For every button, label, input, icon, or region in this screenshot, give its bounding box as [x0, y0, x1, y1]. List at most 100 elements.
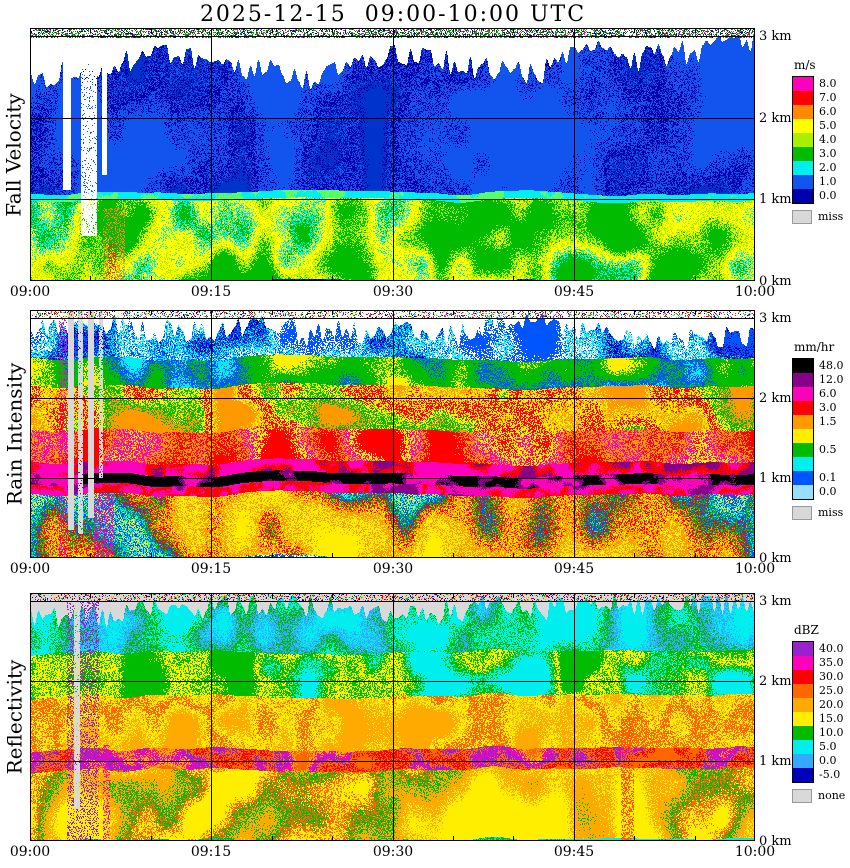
legend-swatch: [793, 684, 813, 698]
legend-label: 6.0: [819, 387, 837, 400]
fall-velocity-axis-label: Fall Velocity: [0, 28, 28, 281]
colorbar-scale: 8.0 7.0 6.0 5.0 4.0 3.0 2.0 1.0 0.0: [792, 76, 837, 204]
time-tick-label: 09:00: [9, 844, 51, 860]
legend-label: 5.0: [819, 740, 837, 753]
fall-velocity-axis-label-text: Fall Velocity: [2, 92, 27, 217]
legend-missing-swatch: [792, 506, 812, 520]
legend-cell: 5.0: [793, 119, 837, 133]
legend-swatch: [793, 387, 813, 401]
legend-label: -5.0: [819, 768, 841, 781]
colorbar-unit-label: dBZ: [794, 623, 819, 637]
legend-label: 0.0: [819, 189, 837, 202]
reflectivity-time-axis: 09:00 09:15 09:30 09:45 10:00: [0, 844, 850, 860]
legend-label: 0.1: [819, 471, 837, 484]
legend-cell: 0.0: [793, 189, 837, 203]
legend-cell: 48.0: [793, 359, 844, 373]
reflectivity-heatmap: [30, 593, 755, 841]
time-tick-label: 09:30: [372, 561, 414, 577]
legend-swatch: [793, 443, 813, 457]
legend-cell: 0.0: [793, 754, 837, 768]
height-tick-label: 2 km: [759, 111, 792, 126]
legend-label: 1.5: [819, 415, 837, 428]
legend-label: 15.0: [819, 712, 844, 725]
colorbar-scale: 40.0 35.0 30.0 25.0 20.0 15.0 10.0 5.0 0.0 -5.0: [792, 641, 844, 783]
legend-missing-swatch: [792, 210, 812, 224]
legend-swatch: [793, 105, 813, 119]
legend-swatch: [793, 161, 813, 175]
legend-swatch: [793, 670, 813, 684]
colorbar-unit-label: mm/hr: [794, 340, 835, 354]
rain-intensity-axis-label: Rain Intensity: [0, 310, 28, 558]
legend-cell: 1.5: [793, 415, 837, 429]
legend-swatch: [793, 698, 813, 712]
time-tick-label: 09:45: [553, 284, 595, 300]
legend-label: 48.0: [819, 359, 844, 372]
legend-label: 4.0: [819, 133, 837, 146]
time-tick-label: 09:00: [9, 561, 51, 577]
legend-cell: 5.0: [793, 740, 837, 754]
time-tick-label: 09:15: [190, 561, 232, 577]
legend-swatch: [793, 740, 813, 754]
time-tick-label: 09:30: [372, 284, 414, 300]
legend-label: 6.0: [819, 105, 837, 118]
colorbar-missing-entry: none: [792, 789, 845, 803]
legend-cell: 6.0: [793, 387, 837, 401]
legend-swatch: [793, 429, 813, 443]
legend-label: 20.0: [819, 698, 844, 711]
legend-swatch: [793, 768, 813, 782]
legend-missing-label: miss: [818, 210, 844, 223]
legend-cell: 4.0: [793, 133, 837, 147]
legend-cell: 8.0: [793, 77, 837, 91]
legend-label: 12.0: [819, 373, 844, 386]
legend-cell: 3.0: [793, 401, 837, 415]
rain-intensity-heatmap: [30, 310, 755, 558]
time-tick-label: 09:45: [553, 844, 595, 860]
time-tick-label: 10:00: [734, 844, 776, 860]
legend-cell: 20.0: [793, 698, 844, 712]
legend-label: 0.5: [819, 443, 837, 456]
legend-cell: 0.5: [793, 443, 837, 457]
legend-cell: 0.1: [793, 471, 837, 485]
legend-label: 25.0: [819, 684, 844, 697]
legend-cell: 7.0: [793, 91, 837, 105]
legend-missing-label: none: [818, 789, 846, 802]
legend-cell: 30.0: [793, 670, 844, 684]
legend-swatch: [793, 415, 813, 429]
legend-cell: 12.0: [793, 373, 844, 387]
legend-swatch: [793, 471, 813, 485]
colorbar-missing-entry: miss: [792, 210, 843, 224]
legend-swatch: [793, 656, 813, 670]
time-tick-label: 10:00: [734, 284, 776, 300]
legend-swatch: [793, 754, 813, 768]
legend-label: 1.0: [819, 175, 837, 188]
rain-intensity-colorbar: mm/hr 48.0 12.0 6.0 3.0 1.5 0.5 0.1 0.0 miss: [792, 340, 850, 520]
legend-cell: 15.0: [793, 712, 844, 726]
colorbar-scale: 48.0 12.0 6.0 3.0 1.5 0.5 0.1 0.0: [792, 358, 844, 500]
legend-cell: 2.0: [793, 161, 837, 175]
colorbar-unit-label: m/s: [794, 58, 816, 72]
legend-label: 7.0: [819, 91, 837, 104]
fall-velocity-colorbar: m/s 8.0 7.0 6.0 5.0 4.0 3.0 2.0 1.0 0.0 miss: [792, 58, 850, 224]
reflectivity-colorbar: dBZ 40.0 35.0 30.0 25.0 20.0 15.0 10.0 5.0 0.0 -5…: [792, 623, 850, 803]
legend-cell: 10.0: [793, 726, 844, 740]
height-tick-label: 2 km: [759, 391, 792, 406]
legend-swatch: [793, 373, 813, 387]
fall-velocity-heatmap: [30, 28, 755, 281]
legend-label: 8.0: [819, 77, 837, 90]
legend-cell: [793, 457, 813, 471]
legend-label: 0.0: [819, 485, 837, 498]
height-tick-label: 1 km: [759, 754, 792, 769]
rain-intensity-axis-label-text: Rain Intensity: [2, 362, 27, 506]
page-title: 2025-12-15 09:00-10:00 UTC: [199, 2, 587, 27]
legend-swatch: [793, 189, 813, 203]
legend-label: 3.0: [819, 401, 837, 414]
legend-cell: 3.0: [793, 147, 837, 161]
legend-swatch: [793, 726, 813, 740]
legend-cell: 0.0: [793, 485, 837, 499]
legend-missing-swatch: [792, 789, 812, 803]
legend-label: 30.0: [819, 670, 844, 683]
legend-swatch: [793, 457, 813, 471]
legend-swatch: [793, 119, 813, 133]
legend-label: 10.0: [819, 726, 844, 739]
panel-fall-velocity: Fall Velocity 3 km 2 km 1 km 0 km 09:00 09:…: [0, 28, 850, 300]
